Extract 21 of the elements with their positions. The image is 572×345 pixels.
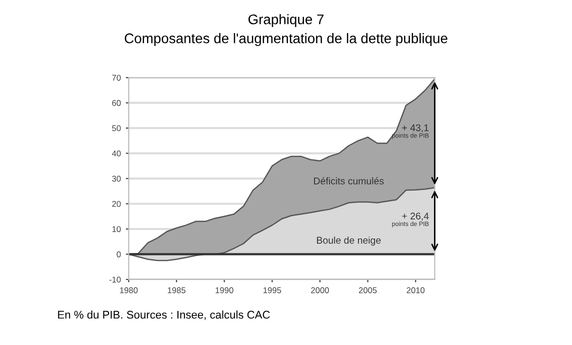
- y-tick-label: 50: [112, 125, 121, 132]
- x-tick-label: 1995: [264, 287, 282, 294]
- series-label: Boule de neige: [317, 236, 381, 246]
- y-tick-label: 60: [112, 100, 121, 106]
- x-tick-label: 1980: [120, 287, 138, 294]
- x-tick-label: 2005: [358, 287, 377, 294]
- x-tick-label: 1985: [168, 287, 186, 294]
- series-label: Déficits cumulés: [314, 177, 384, 184]
- y-tick-label: -10: [109, 276, 121, 283]
- text: En % du PIB. Sources : Insee, calculs CAC: [58, 310, 270, 320]
- y-tick-label: 70: [112, 74, 121, 81]
- x-tick-label: 2000: [311, 287, 329, 294]
- y-tick-label: 10: [112, 226, 121, 232]
- x-tick-label: 1990: [216, 287, 234, 294]
- x-tick-label: 2010: [406, 287, 425, 294]
- y-tick-label: 20: [112, 200, 121, 207]
- chart-title: Graphique 7: [248, 14, 324, 28]
- y-tick-label: 0: [116, 251, 121, 258]
- y-tick-label: 30: [112, 176, 121, 182]
- y-tick-label: 40: [112, 150, 121, 156]
- chart-subtitle: Composantes de l'augmentation de la dette publique: [124, 33, 448, 46]
